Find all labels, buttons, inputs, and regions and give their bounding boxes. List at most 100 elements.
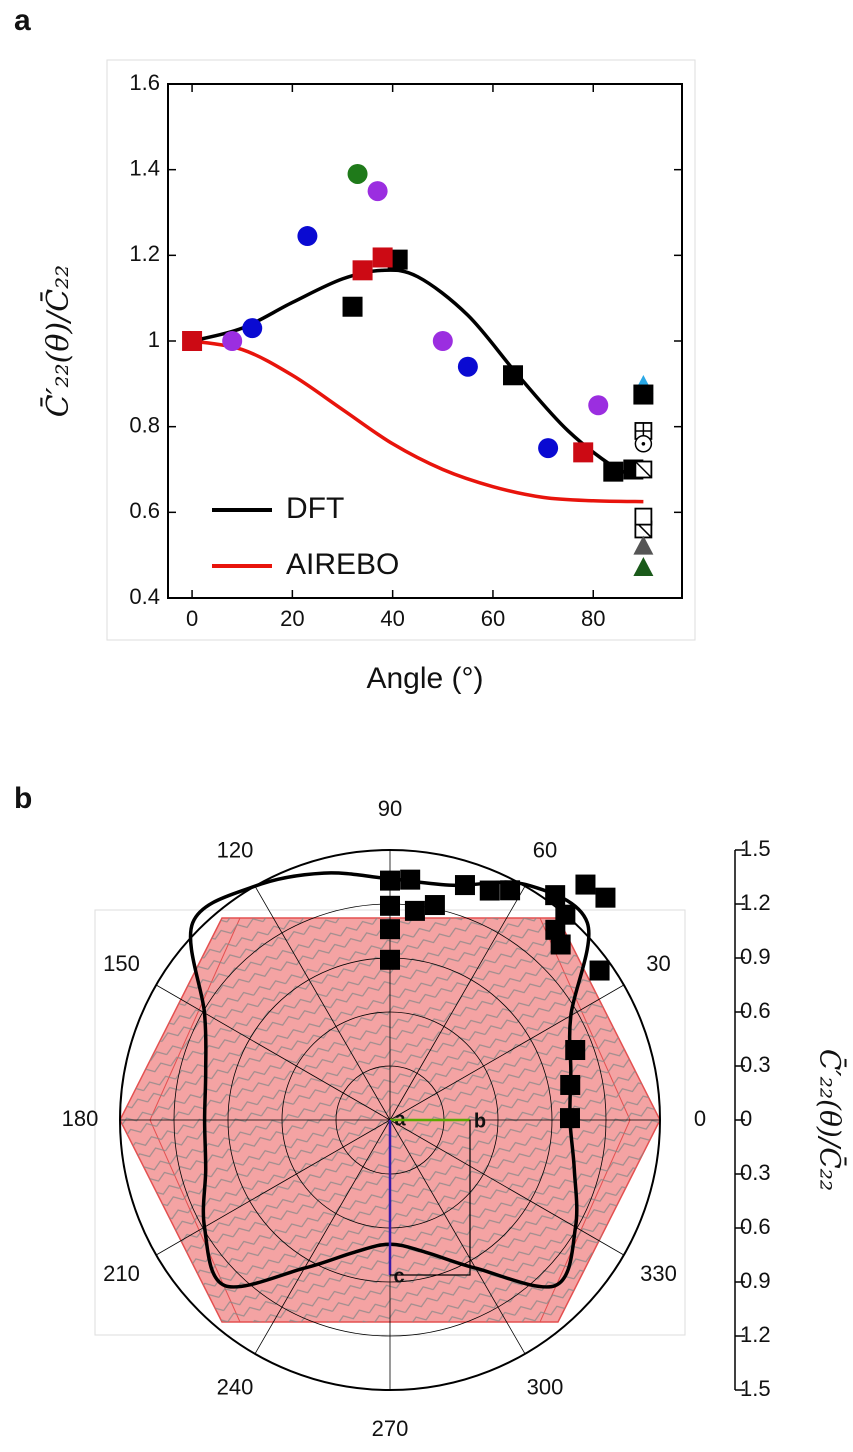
open-marker [634,507,653,526]
square-marker [503,365,524,386]
square-marker [575,874,596,895]
open-marker [634,422,653,440]
x-tick-label: 0 [186,606,198,631]
angle-tick-label: 300 [527,1374,564,1399]
panel-a: a 0 20 40 60 80 0.4 0.6 0.8 1 1.2 1.4 1.6 Angle (°) C̄… [14,4,682,695]
angle-tick-label: 120 [217,837,254,862]
square-marker [400,869,421,890]
r-tick-label: 1.5 [740,1376,771,1401]
angle-tick-label: 150 [103,951,140,976]
square-marker [573,442,594,463]
triangle-marker [633,557,654,577]
r-tick-label: 0.6 [740,998,771,1023]
y-tick-label: 1.4 [129,155,160,180]
polar-curve [188,871,591,1289]
y-tick-label: 1.2 [129,241,160,266]
circle-marker [242,318,263,339]
legend-label: AIREBO [286,548,399,581]
square-marker [550,934,571,955]
r-tick-label: 0.9 [740,944,771,969]
open-marker [634,435,653,453]
square-marker [352,260,373,281]
angle-grid-line [389,885,526,1121]
legend-label: DFT [286,492,344,525]
circle-marker [347,163,368,184]
angle-grid-line [254,1119,391,1355]
circle-marker [457,356,478,377]
angle-grid-line [155,984,391,1121]
panel-b: b 0 0.3 0.3 0.6 0.6 0.9 0.9 1.2 1.2 1.5 1.5 C̄′₂₂(θ)… [14,782,848,1441]
y-tick-label: 1 [148,327,160,352]
angle-tick-label: 240 [217,1374,254,1399]
angle-tick-label: 270 [372,1416,409,1441]
panel-label: b [14,782,32,815]
r-tick-label: 1.2 [740,890,771,915]
marker-diag [634,460,652,479]
y-tick-label: 0.4 [129,584,160,609]
square-marker [560,1074,581,1095]
square-marker [182,331,203,351]
angle-tick-label: 210 [103,1261,140,1286]
r-tick-label: 1.2 [740,1322,771,1347]
y-tick-label: 0.8 [129,412,160,437]
square-marker [404,900,425,921]
circle-marker [432,331,453,351]
lattice-label: c [393,1265,404,1287]
x-tick-label: 20 [280,606,304,631]
circle-marker [588,395,609,416]
square-marker [380,895,400,916]
panel-label: a [14,4,31,37]
square-marker [559,1108,580,1129]
angle-tick-label: 30 [646,951,670,976]
square-marker [500,880,521,901]
y-tick-label: 1.6 [129,70,160,95]
marker-outline [634,507,653,526]
y-tick-label: 0.6 [129,498,160,523]
square-marker [595,887,616,908]
square-marker [424,895,445,916]
angle-grid-line [155,1119,391,1256]
angle-grid-line [389,1119,526,1355]
angle-tick-label: 180 [62,1106,99,1131]
square-marker [454,875,475,896]
circle-marker [538,438,559,459]
square-marker [380,919,400,940]
square-marker [555,904,576,925]
r-tick-label: 0.6 [740,1214,771,1239]
circle-marker [222,331,243,351]
square-marker [387,249,408,270]
r-tick-label: 0.9 [740,1268,771,1293]
lattice-label: b [474,1110,486,1132]
square-marker [603,461,624,482]
r-tick-label: 0.3 [740,1052,771,1077]
square-marker [372,247,393,268]
r-tick-label: 0.3 [740,1160,771,1185]
x-tick-label: 40 [380,606,404,631]
angle-grid-line [389,1119,625,1256]
x-tick-label: 60 [481,606,505,631]
curve [191,339,644,504]
angle-grid-line [389,984,625,1121]
plot-frame [167,83,683,599]
r-tick-label: 0 [740,1106,752,1131]
square-marker [545,885,566,906]
unit-cell [390,1120,471,1276]
square-marker [479,880,500,901]
circle-marker [367,181,388,202]
triangle-marker [633,535,654,555]
angle-grid-line [254,885,391,1121]
square-marker [380,870,400,891]
angle-tick-label: 0 [694,1106,706,1131]
x-tick-label: 80 [581,606,605,631]
square-marker [380,949,400,970]
open-marker [634,460,653,479]
angle-tick-label: 60 [533,837,557,862]
y-axis-label: C̄′₂₂(θ)/C̄₂₂ [40,265,76,417]
square-marker [342,296,363,317]
angle-tick-label: 330 [640,1261,677,1286]
circle-marker [297,226,318,247]
r-tick-label: 1.5 [740,836,771,861]
panel-frame [106,59,696,641]
square-marker [633,384,654,405]
